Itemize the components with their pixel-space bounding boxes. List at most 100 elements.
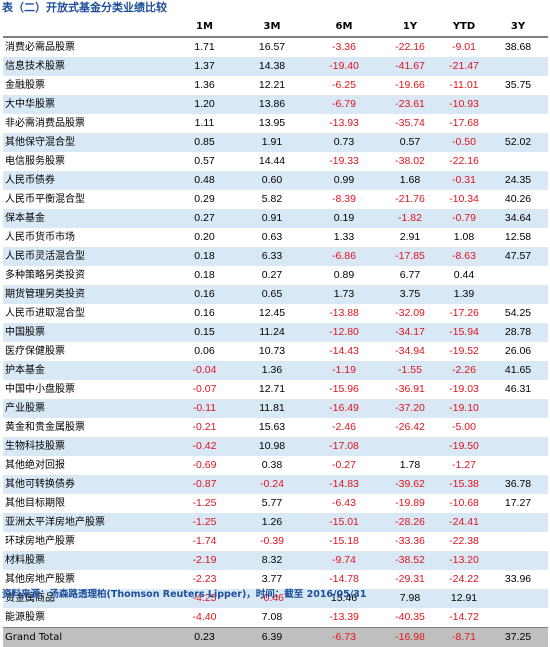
- return-1y-cell: -37.20: [380, 399, 440, 418]
- return-3y-cell: [488, 551, 548, 570]
- return-1m-cell: 0.16: [173, 304, 236, 323]
- return-3y-cell: 41.65: [488, 361, 548, 380]
- return-3y-cell: [488, 456, 548, 475]
- return-3m-cell: 14.44: [236, 152, 308, 171]
- return-1y-cell: 6.77: [380, 266, 440, 285]
- return-6m-cell: 0.89: [308, 266, 380, 285]
- return-1m-cell: 0.85: [173, 133, 236, 152]
- return-6m-cell: -6.79: [308, 95, 380, 114]
- return-3y-cell: 47.57: [488, 247, 548, 266]
- return-6m-cell: -13.39: [308, 608, 380, 628]
- return-3m-cell: 13.86: [236, 95, 308, 114]
- return-6m-cell: -19.33: [308, 152, 380, 171]
- fund-category-name: 消费必需品股票: [3, 37, 173, 57]
- return-6m-cell: 0.73: [308, 133, 380, 152]
- return-ytd-cell: -15.38: [440, 475, 488, 494]
- return-1m-cell: -0.69: [173, 456, 236, 475]
- return-ytd-cell: -19.50: [440, 437, 488, 456]
- return-1y-cell: -19.66: [380, 76, 440, 95]
- return-6m-cell: -3.36: [308, 37, 380, 57]
- return-6m-cell: -13.93: [308, 114, 380, 133]
- return-ytd-cell: -19.52: [440, 342, 488, 361]
- return-6m-cell: -15.01: [308, 513, 380, 532]
- return-3m-cell: 5.77: [236, 494, 308, 513]
- return-1m-cell: -0.87: [173, 475, 236, 494]
- fund-category-name: 金融股票: [3, 76, 173, 95]
- return-ytd-cell: -17.68: [440, 114, 488, 133]
- return-ytd-cell: -0.50: [440, 133, 488, 152]
- return-3y-cell: 46.31: [488, 380, 548, 399]
- fund-category-name: 中国股票: [3, 323, 173, 342]
- return-ytd-cell: -1.27: [440, 456, 488, 475]
- return-ytd-cell: -0.31: [440, 171, 488, 190]
- fund-category-name: 产业股票: [3, 399, 173, 418]
- fund-category-name: 环球房地产股票: [3, 532, 173, 551]
- return-ytd-cell: -17.26: [440, 304, 488, 323]
- source-note: 资料来源：汤森路透理柏(Thomson Reuters Lipper)，时间：截…: [2, 588, 366, 602]
- return-1y-cell: 2.91: [380, 228, 440, 247]
- return-6m-cell: -17.08: [308, 437, 380, 456]
- return-ytd-cell: -2.26: [440, 361, 488, 380]
- return-ytd-cell: -15.94: [440, 323, 488, 342]
- return-6m-cell: -9.74: [308, 551, 380, 570]
- return-1m-cell: 0.23: [173, 628, 236, 647]
- return-1m-cell: 1.11: [173, 114, 236, 133]
- return-1m-cell: -1.25: [173, 494, 236, 513]
- return-6m-cell: -0.27: [308, 456, 380, 475]
- return-3m-cell: 0.38: [236, 456, 308, 475]
- return-1y-cell: -1.82: [380, 209, 440, 228]
- return-6m-cell: 1.73: [308, 285, 380, 304]
- fund-category-name: 电信服务股票: [3, 152, 173, 171]
- return-ytd-cell: -24.41: [440, 513, 488, 532]
- return-1m-cell: -1.74: [173, 532, 236, 551]
- return-3y-cell: 34.64: [488, 209, 548, 228]
- return-3y-cell: [488, 152, 548, 171]
- fund-category-name: 中国中小盘股票: [3, 380, 173, 399]
- return-1m-cell: 0.15: [173, 323, 236, 342]
- return-1y-cell: 0.57: [380, 133, 440, 152]
- return-3y-cell: [488, 608, 548, 628]
- return-3y-cell: 26.06: [488, 342, 548, 361]
- fund-category-name: 其他目标期限: [3, 494, 173, 513]
- return-1m-cell: -0.07: [173, 380, 236, 399]
- return-3y-cell: 37.25: [488, 628, 548, 647]
- return-1y-cell: -34.17: [380, 323, 440, 342]
- fund-category-name: 信息技术股票: [3, 57, 173, 76]
- return-3y-cell: [488, 114, 548, 133]
- return-1y-cell: -1.55: [380, 361, 440, 380]
- return-ytd-cell: -22.16: [440, 152, 488, 171]
- return-ytd-cell: -8.63: [440, 247, 488, 266]
- return-1y-cell: 1.68: [380, 171, 440, 190]
- return-1y-cell: -32.09: [380, 304, 440, 323]
- return-ytd-cell: -24.22: [440, 570, 488, 589]
- return-6m-cell: -14.43: [308, 342, 380, 361]
- fund-category-name: 护本基金: [3, 361, 173, 380]
- fund-category-name: 保本基金: [3, 209, 173, 228]
- return-1y-cell: -22.16: [380, 37, 440, 57]
- fund-category-name: 人民币货币市场: [3, 228, 173, 247]
- return-3m-cell: 0.60: [236, 171, 308, 190]
- return-1m-cell: 0.06: [173, 342, 236, 361]
- fund-category-name: 生物科技股票: [3, 437, 173, 456]
- fund-category-name: 黄金和贵金属股票: [3, 418, 173, 437]
- return-6m-cell: -14.83: [308, 475, 380, 494]
- return-1m-cell: -0.21: [173, 418, 236, 437]
- return-1y-cell: -28.26: [380, 513, 440, 532]
- return-3m-cell: 0.27: [236, 266, 308, 285]
- fund-category-name: 人民币进取混合型: [3, 304, 173, 323]
- fund-category-name: 期货管理另类投资: [3, 285, 173, 304]
- return-1y-cell: -29.31: [380, 570, 440, 589]
- return-3m-cell: 6.39: [236, 628, 308, 647]
